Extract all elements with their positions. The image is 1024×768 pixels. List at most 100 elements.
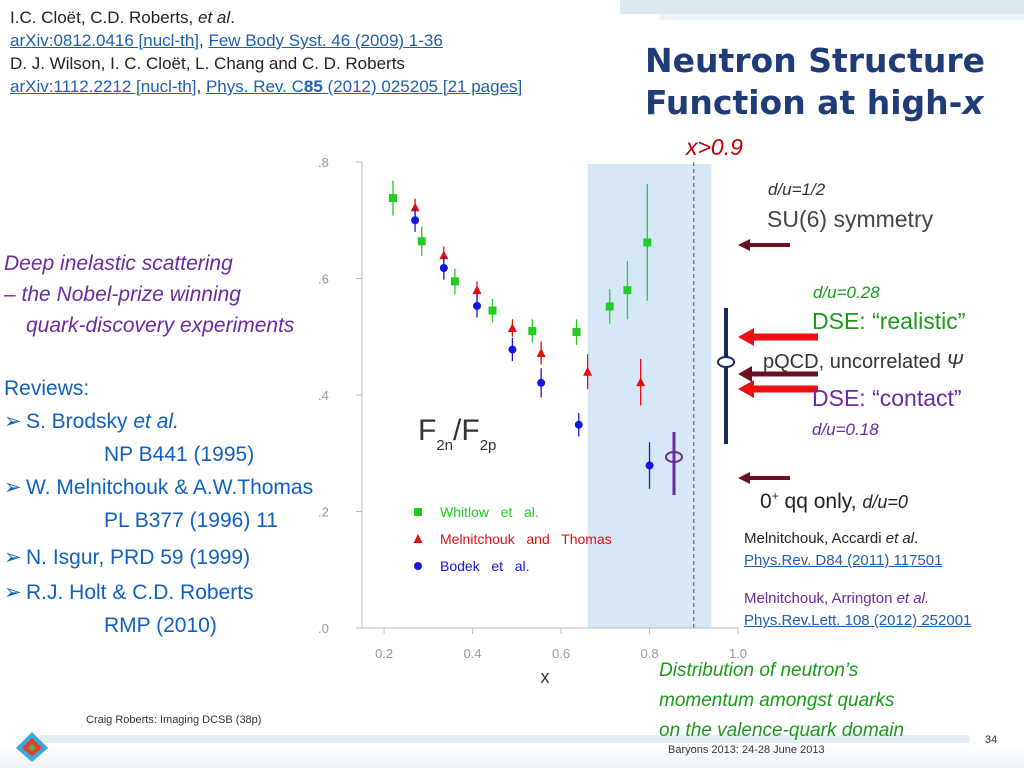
data-point-bodek bbox=[439, 264, 448, 273]
review-item-melnitchouk-sub: PL B377 (1996) 11 bbox=[104, 509, 278, 532]
phys-rev-c-link[interactable]: Phys. Rev. C85 (2012) 025205 [21 pages] bbox=[205, 77, 523, 96]
review-item-holt: ➢ R.J. Holt & C.D. Roberts bbox=[4, 581, 254, 604]
review-item-isgur: ➢ N. Isgur, PRD 59 (1999) bbox=[4, 546, 251, 569]
arrow-su6 bbox=[738, 239, 790, 251]
data-point-melnitchouk-thomas bbox=[583, 366, 593, 376]
data-point-whitlow bbox=[528, 326, 537, 335]
legend-label: Bodek et al. bbox=[440, 558, 530, 574]
data-point-whitlow bbox=[488, 306, 497, 315]
high-x-label: x>0.9 bbox=[686, 134, 743, 160]
phys-rev-d84-link[interactable]: Phys.Rev. D84 (2011) 117501 bbox=[744, 552, 943, 569]
lab-logo-icon bbox=[16, 732, 48, 762]
legend-marker-square bbox=[414, 508, 422, 516]
su6-ratio-label: d/u=1/2 bbox=[768, 180, 826, 199]
dse-realistic-ratio-label: d/u=0.28 bbox=[813, 283, 880, 302]
review-item-brodsky: ➢ S. Brodsky et al. bbox=[4, 410, 179, 433]
y-tick-label: .6 bbox=[318, 272, 329, 287]
phys-rev-lett-108-link[interactable]: Phys.Rev.Lett. 108 (2012) 252001 bbox=[744, 612, 972, 629]
valence-domain-shading bbox=[587, 164, 712, 628]
slide-title-line-1: Neutron Structure bbox=[645, 41, 985, 80]
citation-line-3: D. J. Wilson, I. C. Cloët, L. Chang and … bbox=[10, 54, 405, 73]
arxiv-link-1112-2212[interactable]: arXiv:1112.2212 [nucl-th] bbox=[10, 77, 197, 96]
page-number: 34 bbox=[985, 734, 998, 746]
prediction-arrows bbox=[738, 239, 818, 484]
bottom-decor-band bbox=[40, 735, 970, 743]
dis-caption: Deep inelastic scattering – the Nobel-pr… bbox=[4, 252, 295, 337]
ref-arrington: Melnitchouk, Arrington et al. Phys.Rev.L… bbox=[744, 590, 972, 629]
data-point-melnitchouk-thomas bbox=[536, 348, 546, 358]
legend-marker-triangle bbox=[413, 534, 423, 543]
data-point-whitlow bbox=[417, 237, 426, 246]
footer-author: Craig Roberts: Imaging DCSB (38p) bbox=[86, 714, 262, 726]
slide-title: Neutron Structure Function at high-x bbox=[645, 40, 985, 124]
legend-marker-circle bbox=[414, 562, 422, 570]
few-body-syst-link[interactable]: Few Body Syst. 46 (2009) 1-36 bbox=[208, 31, 443, 50]
arrow-dse-realistic bbox=[738, 328, 818, 346]
data-point-bodek bbox=[473, 301, 482, 310]
data-point-whitlow bbox=[572, 328, 581, 337]
distribution-caption: Distribution of neutron’s momentum among… bbox=[659, 660, 905, 741]
data-point-whitlow bbox=[643, 238, 652, 247]
arxiv-link-0812-0416[interactable]: arXiv:0812.0416 [nucl-th] bbox=[10, 31, 200, 50]
data-marks bbox=[388, 180, 654, 489]
top-decor-band-secondary bbox=[660, 14, 1024, 20]
top-decor-band bbox=[620, 0, 1024, 14]
ratio-panel-label: F2n/F2p bbox=[418, 414, 496, 454]
arrow-dse-contact bbox=[738, 380, 818, 398]
slide-title-line-2: Function at high-x bbox=[645, 83, 984, 122]
citation-line-1: I.C. Cloët, C.D. Roberts, et al. bbox=[10, 8, 235, 27]
y-tick-label: .4 bbox=[318, 388, 329, 403]
arrow-scalar-diquark bbox=[738, 472, 790, 484]
data-point-whitlow bbox=[605, 302, 614, 311]
data-point-whitlow bbox=[450, 277, 459, 286]
data-point-melnitchouk-thomas bbox=[439, 250, 449, 260]
review-item-melnitchouk: ➢ W. Melnitchouk & A.W.Thomas bbox=[4, 476, 314, 499]
citation-line-4: arXiv:1112.2212 [nucl-th], Phys. Rev. C8… bbox=[10, 77, 523, 96]
citation-line-2: arXiv:0812.0416 [nucl-th], Few Body Syst… bbox=[10, 31, 443, 50]
dse-realistic-marker bbox=[717, 356, 735, 368]
x-tick-label: 0.6 bbox=[552, 646, 570, 661]
ref-accardi: Melnitchouk, Accardi et al. Phys.Rev. D8… bbox=[744, 530, 943, 569]
citation-block: I.C. Cloët, C.D. Roberts, et al. arXiv:0… bbox=[10, 6, 522, 98]
chart-legend: Whitlow et al. Melnitchouk and Thomas Bode… bbox=[413, 504, 612, 574]
data-point-whitlow bbox=[388, 194, 397, 203]
data-point-bodek bbox=[411, 216, 420, 225]
footer-conference: Baryons 2013: 24-28 June 2013 bbox=[668, 744, 825, 756]
dse-contact-ratio-label: d/u=0.18 bbox=[812, 420, 879, 439]
reviews-list: Reviews: ➢ S. Brodsky et al. NP B441 (199… bbox=[4, 372, 313, 642]
data-point-bodek bbox=[508, 345, 517, 354]
data-point-melnitchouk-thomas bbox=[410, 202, 420, 212]
bottom-decor-gradient bbox=[0, 743, 1024, 768]
legend-label: Whitlow et al. bbox=[440, 504, 539, 520]
dse-contact-marker bbox=[665, 451, 683, 463]
pqcd-label: pQCD, uncorrelated Ψ bbox=[763, 351, 964, 373]
x-tick-label: 1.0 bbox=[729, 646, 747, 661]
y-tick-label: .2 bbox=[318, 505, 329, 520]
y-tick-label: .8 bbox=[318, 155, 329, 170]
structure-function-chart: .0 .2 .4 .6 .8 0.2 0.4 0.6 0.8 1.0 x F2n/F2p Whi… bbox=[318, 155, 747, 687]
reviews-heading: Reviews: bbox=[4, 377, 90, 400]
data-point-bodek bbox=[537, 378, 546, 387]
review-item-brodsky-sub: NP B441 (1995) bbox=[104, 443, 255, 466]
data-point-melnitchouk-thomas bbox=[636, 377, 646, 387]
x-tick-label: 0.8 bbox=[640, 646, 658, 661]
y-ticks: .0 .2 .4 .6 .8 bbox=[318, 155, 362, 636]
su6-name-label: SU(6) symmetry bbox=[767, 206, 934, 232]
data-point-bodek bbox=[574, 420, 583, 429]
x-tick-label: 0.2 bbox=[375, 646, 393, 661]
dse-realistic-label: DSE: “realistic” bbox=[812, 308, 966, 334]
data-point-bodek bbox=[645, 461, 654, 470]
review-item-holt-sub: RMP (2010) bbox=[104, 614, 217, 637]
data-point-melnitchouk-thomas bbox=[507, 323, 517, 333]
x-axis-label: x bbox=[541, 667, 550, 687]
y-tick-label: .0 bbox=[318, 621, 329, 636]
data-point-whitlow bbox=[623, 286, 632, 295]
arrow-pqcd bbox=[738, 366, 818, 382]
legend-label: Melnitchouk and Thomas bbox=[440, 531, 612, 547]
dse-realistic-band bbox=[717, 308, 735, 444]
x-tick-label: 0.4 bbox=[464, 646, 482, 661]
scalar-diquark-label: 0+ qq only, d/u=0 bbox=[760, 489, 908, 513]
x-ticks: 0.2 0.4 0.6 0.8 1.0 bbox=[375, 628, 747, 661]
dse-contact-label: DSE: “contact” bbox=[812, 385, 962, 411]
data-point-melnitchouk-thomas bbox=[472, 285, 482, 295]
